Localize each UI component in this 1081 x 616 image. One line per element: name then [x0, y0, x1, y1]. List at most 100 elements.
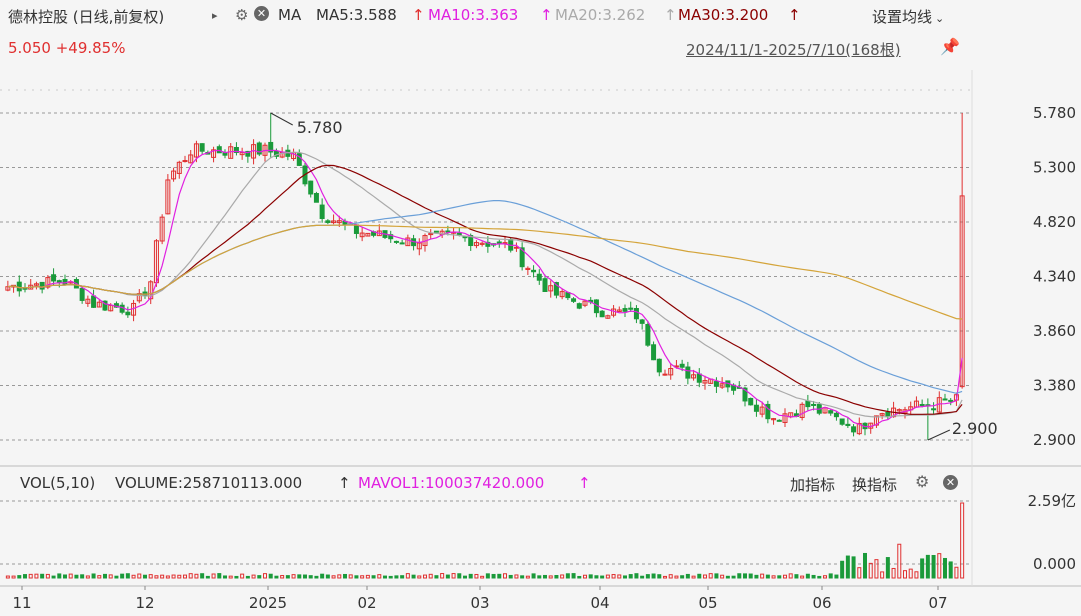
- volume-bar: [703, 574, 707, 579]
- candle-body: [102, 300, 108, 311]
- candle-body: [39, 281, 45, 290]
- volume-bar: [331, 575, 336, 579]
- date-range: 2024/11/1-2025/7/10(168根): [686, 41, 901, 59]
- volume-bar: [805, 573, 810, 579]
- volume-bar: [925, 554, 930, 579]
- volume-bar: [623, 575, 627, 579]
- candle-body: [239, 152, 245, 156]
- volume-bar: [868, 562, 873, 579]
- candle-body: [5, 286, 11, 291]
- high-annotation: 5.780: [297, 118, 343, 137]
- volume-bar: [777, 575, 782, 579]
- volume-bar: [674, 575, 679, 579]
- volume-bar: [697, 573, 702, 579]
- vol-label: VOL(5,10): [20, 474, 96, 492]
- candle-body: [479, 242, 485, 245]
- volume-bar: [788, 573, 793, 579]
- volume-bar: [34, 573, 39, 579]
- candle-body: [211, 149, 217, 158]
- volume-bar: [508, 574, 513, 579]
- volume-bar: [645, 574, 650, 579]
- candle-body: [45, 277, 51, 288]
- volume-bar: [760, 573, 765, 579]
- vol-close-icon[interactable]: ✕: [943, 475, 958, 490]
- price-tick-label: 3.860: [1033, 322, 1076, 340]
- volume-bar: [834, 574, 839, 579]
- candle-body: [742, 387, 748, 402]
- volume-bar: [554, 575, 559, 579]
- volume-bar: [320, 573, 325, 579]
- candle-body: [199, 143, 205, 152]
- candle-body: [216, 146, 222, 154]
- candle-body: [759, 406, 765, 415]
- close-icon[interactable]: ✕: [254, 6, 269, 21]
- candle-body: [696, 373, 702, 383]
- candle-body: [165, 179, 171, 215]
- volume-bar: [445, 574, 450, 579]
- volume-bar: [343, 573, 347, 579]
- volume-bar: [137, 573, 142, 579]
- volume-bar: [634, 573, 639, 579]
- candle-body: [233, 147, 239, 153]
- candle-body: [559, 291, 565, 298]
- ma120-line: [7, 224, 963, 320]
- candle-body: [811, 403, 817, 406]
- x-tick-label: 05: [698, 594, 717, 612]
- candle-body: [296, 153, 302, 166]
- volume-bar: [663, 575, 667, 579]
- volume-bar: [411, 574, 416, 579]
- volume-bar: [931, 555, 936, 579]
- volume-bar: [377, 574, 382, 579]
- switch-indicator-button[interactable]: 换指标: [852, 476, 898, 494]
- volume-bar: [668, 574, 673, 579]
- volume-bar: [628, 574, 633, 579]
- volume-bar: [188, 573, 193, 579]
- candle-body: [845, 423, 851, 427]
- settings-ma-button[interactable]: 设置均线 ⌄: [872, 6, 944, 27]
- candle-body: [959, 195, 965, 388]
- volume-bar: [468, 573, 473, 579]
- candle-body: [719, 383, 725, 388]
- volume-bar: [920, 558, 925, 579]
- volume-bar: [891, 567, 896, 579]
- x-tick-label: 02: [357, 594, 376, 612]
- volume-bar: [485, 573, 490, 579]
- volume-bar: [74, 574, 79, 579]
- candle-body: [91, 295, 97, 308]
- candle-body: [548, 285, 554, 292]
- volume-bar: [680, 575, 685, 579]
- volume-bar: [240, 573, 245, 579]
- candle-body: [833, 412, 839, 418]
- volume-bar: [314, 575, 319, 579]
- volume-bar: [571, 573, 576, 579]
- volume-bar: [577, 575, 582, 579]
- volume-bar: [234, 575, 239, 579]
- add-indicator-button[interactable]: 加指标: [790, 476, 836, 494]
- candle-body: [839, 418, 845, 425]
- ma5-line: [7, 149, 963, 428]
- volume-bar: [857, 567, 862, 579]
- gear-icon[interactable]: ⚙: [235, 6, 249, 24]
- caret-right-icon[interactable]: ▸: [212, 9, 218, 22]
- candle-body: [536, 273, 542, 281]
- vol-gear-icon[interactable]: ⚙: [915, 472, 930, 491]
- volume-bar: [365, 574, 370, 579]
- volume-bar: [434, 575, 439, 579]
- volume-bar: [937, 553, 942, 579]
- pin-icon[interactable]: 📌: [940, 37, 960, 56]
- volume-bar: [691, 575, 696, 579]
- candle-body: [428, 233, 434, 236]
- volume-bar: [120, 573, 125, 579]
- candle-body: [433, 230, 439, 233]
- volume-bar: [743, 573, 747, 579]
- volume-bar: [537, 575, 542, 579]
- x-tick-label: 04: [590, 594, 609, 612]
- volume-bar: [457, 573, 462, 579]
- price-tick-label: 4.820: [1033, 213, 1076, 231]
- volume-bar: [308, 575, 313, 579]
- volume-bar: [85, 575, 90, 579]
- volume-bar: [257, 575, 262, 579]
- volume-bar: [63, 574, 67, 579]
- volume-bar: [228, 575, 233, 579]
